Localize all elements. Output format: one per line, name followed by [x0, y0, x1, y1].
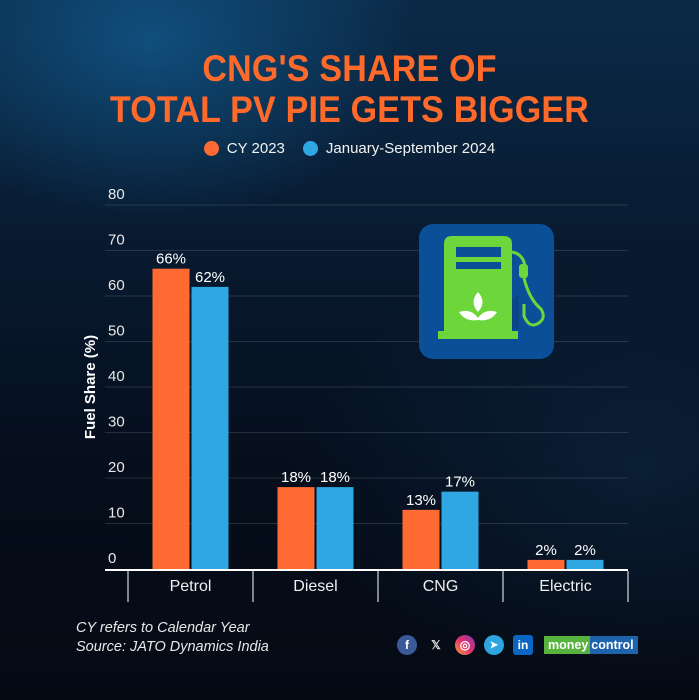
data-label: 2%	[574, 542, 596, 559]
moneycontrol-logo: money control	[544, 636, 638, 654]
x-tick-label: Petrol	[170, 578, 212, 595]
data-label: 18%	[281, 469, 311, 486]
footnote-cy: CY refers to Calendar Year	[76, 620, 250, 636]
y-tick-label: 0	[108, 550, 116, 567]
legend-swatch-2024	[302, 141, 318, 156]
legend: CY 2023 January-September 2024	[0, 140, 699, 157]
legend-swatch-cy2023	[203, 141, 219, 156]
x-tick-label: Electric	[539, 578, 591, 595]
y-tick-label: 60	[108, 277, 125, 294]
x-tick-label: Diesel	[293, 578, 337, 595]
data-label: 17%	[445, 474, 475, 491]
bar-electric-2024	[566, 559, 604, 569]
footnotes: CY refers to Calendar Year Source: JATO …	[76, 619, 269, 657]
fuel-pump-icon	[419, 224, 554, 359]
legend-label-2024: January-September 2024	[325, 140, 496, 157]
y-tick-label: 30	[108, 414, 125, 431]
instagram-icon[interactable]: ◎	[455, 635, 475, 655]
data-label: 62%	[195, 269, 225, 286]
data-label: 66%	[156, 251, 186, 268]
y-tick-label: 20	[108, 459, 125, 476]
y-tick-label: 80	[108, 186, 125, 203]
bar-petrol-cy2023	[152, 268, 190, 569]
brand-part-1: money	[544, 636, 591, 654]
legend-label-cy2023: CY 2023	[226, 140, 285, 157]
data-label: 13%	[406, 492, 436, 509]
social-bar: f 𝕏 ◎ ➤ in money control	[397, 635, 638, 655]
y-tick-label: 40	[108, 368, 125, 385]
footnote-source: Source: JATO Dynamics India	[76, 639, 269, 655]
y-tick-label: 70	[108, 232, 125, 249]
bar-diesel-cy2023	[277, 487, 315, 569]
bar-diesel-2024	[316, 487, 354, 569]
x-icon[interactable]: 𝕏	[431, 638, 441, 652]
linkedin-icon[interactable]: in	[513, 635, 533, 655]
bar-petrol-2024	[191, 286, 229, 569]
bar-electric-cy2023	[527, 559, 565, 569]
telegram-icon[interactable]: ➤	[484, 635, 504, 655]
chart-title: CNG'S SHARE OF TOTAL PV PIE GETS BIGGER	[28, 48, 671, 130]
y-tick-label: 10	[108, 505, 125, 522]
title-line-1: CNG'S SHARE OF	[202, 48, 497, 89]
legend-item-cy2023: CY 2023	[203, 140, 285, 157]
facebook-icon[interactable]: f	[397, 635, 417, 655]
brand-part-2: control	[590, 636, 638, 654]
data-label: 18%	[320, 469, 350, 486]
x-tick-label: CNG	[423, 578, 459, 595]
title-line-2: TOTAL PV PIE GETS BIGGER	[109, 89, 590, 130]
y-axis-label: Fuel Share (%)	[82, 335, 99, 439]
bar-cng-cy2023	[402, 509, 440, 569]
y-tick-label: 50	[108, 323, 125, 340]
data-label: 2%	[535, 542, 557, 559]
legend-item-2024: January-September 2024	[302, 140, 496, 157]
bar-cng-2024	[441, 491, 479, 569]
